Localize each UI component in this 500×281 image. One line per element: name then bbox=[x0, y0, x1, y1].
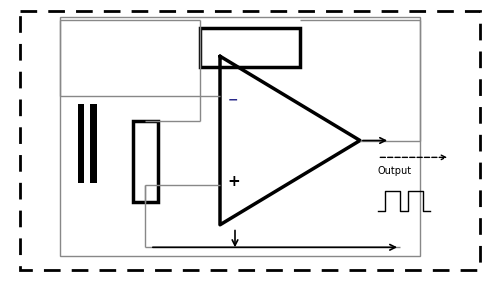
Bar bbox=[132, 121, 158, 202]
Text: −: − bbox=[228, 93, 238, 106]
Text: Output: Output bbox=[378, 166, 412, 176]
Bar bbox=[78, 104, 84, 183]
Text: +: + bbox=[228, 174, 240, 189]
Bar bbox=[60, 17, 420, 256]
Bar bbox=[200, 28, 300, 67]
Bar bbox=[90, 104, 96, 183]
